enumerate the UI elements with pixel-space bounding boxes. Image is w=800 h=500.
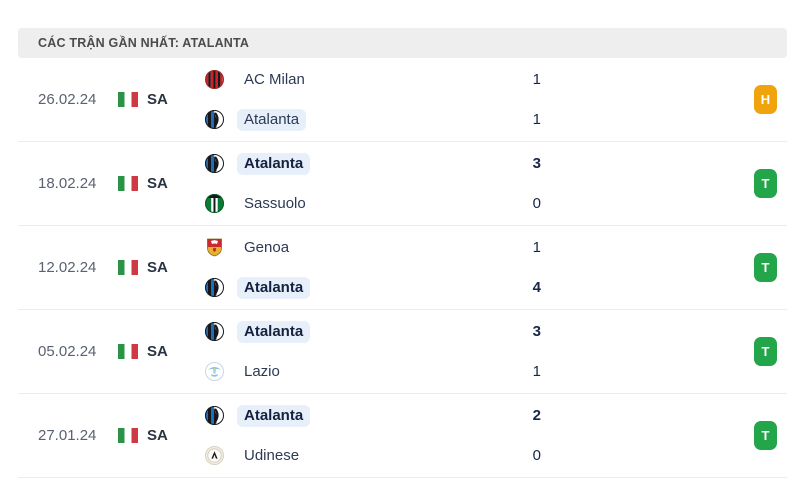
atalanta-logo xyxy=(205,406,224,425)
league-block: SA xyxy=(118,259,205,276)
atalanta-logo xyxy=(205,322,224,341)
result-badge-win[interactable]: T xyxy=(754,169,777,198)
league-code: SA xyxy=(147,259,168,276)
home-score: 1 xyxy=(532,71,541,88)
match-date: 05.02.24 xyxy=(38,343,97,360)
league-block: SA xyxy=(118,343,205,360)
away-score: 4 xyxy=(532,279,541,296)
home-score: 1 xyxy=(532,239,541,256)
italy-flag-icon xyxy=(118,344,138,359)
league-block: SA xyxy=(118,175,205,192)
result-badge-win[interactable]: T xyxy=(754,421,777,450)
italy-flag-icon xyxy=(118,260,138,275)
away-team-line[interactable]: Sassuolo 0 xyxy=(205,191,541,217)
home-team-line[interactable]: Genoa 1 xyxy=(205,235,541,261)
match-row[interactable]: 18.02.24 SA Atalanta 3 Sassuolo 0 T xyxy=(18,142,787,226)
home-team-line[interactable]: Atalanta 3 xyxy=(205,151,541,177)
match-date: 27.01.24 xyxy=(38,427,97,444)
away-score: 0 xyxy=(532,447,541,464)
home-score: 2 xyxy=(532,407,541,424)
league-code: SA xyxy=(147,343,168,360)
league-block: SA xyxy=(118,91,205,108)
home-score: 3 xyxy=(532,155,541,172)
matchup: Atalanta 2 Udinese 0 xyxy=(205,403,541,469)
match-row[interactable]: 12.02.24 SA Genoa 1 Atalanta 4 T xyxy=(18,226,787,310)
home-team-name[interactable]: Atalanta xyxy=(237,404,311,427)
home-team-name[interactable]: Atalanta xyxy=(237,320,311,343)
away-score: 1 xyxy=(532,363,541,380)
matchup: Genoa 1 Atalanta 4 xyxy=(205,235,541,301)
away-team-line[interactable]: Atalanta 4 xyxy=(205,275,541,301)
recent-matches-card: CÁC TRẬN GẦN NHẤT: ATALANTA 26.02.24 SA … xyxy=(18,28,787,478)
section-header: CÁC TRẬN GẦN NHẤT: ATALANTA xyxy=(18,28,787,58)
matchup: AC Milan 1 Atalanta 1 xyxy=(205,67,541,133)
italy-flag-icon xyxy=(118,428,138,443)
away-team-line[interactable]: Lazio 1 xyxy=(205,359,541,385)
ac-milan-logo xyxy=(205,70,224,89)
league-block: SA xyxy=(118,427,205,444)
away-team-line[interactable]: Udinese 0 xyxy=(205,443,541,469)
result-badge-win[interactable]: T xyxy=(754,253,777,282)
home-team-name[interactable]: Genoa xyxy=(244,239,290,256)
genoa-logo xyxy=(207,238,222,257)
league-code: SA xyxy=(147,427,168,444)
away-team-name[interactable]: Udinese xyxy=(244,447,300,464)
match-list: 26.02.24 SA AC Milan 1 Atalanta 1 H xyxy=(18,58,787,478)
matchup: Atalanta 3 Lazio 1 xyxy=(205,319,541,385)
away-score: 0 xyxy=(532,195,541,212)
home-team-name[interactable]: AC Milan xyxy=(244,71,305,88)
atalanta-logo xyxy=(205,110,224,129)
match-date: 12.02.24 xyxy=(38,259,97,276)
match-date: 18.02.24 xyxy=(38,175,97,192)
match-row[interactable]: 05.02.24 SA Atalanta 3 Lazio 1 T xyxy=(18,310,787,394)
home-team-name[interactable]: Atalanta xyxy=(237,152,311,175)
section-title: CÁC TRẬN GẦN NHẤT: ATALANTA xyxy=(38,36,250,50)
atalanta-logo xyxy=(205,278,224,297)
away-team-line[interactable]: Atalanta 1 xyxy=(205,107,541,133)
match-row[interactable]: 27.01.24 SA Atalanta 2 Udinese 0 T xyxy=(18,394,787,478)
away-team-name[interactable]: Lazio xyxy=(244,363,280,380)
udinese-logo xyxy=(205,446,224,465)
lazio-logo xyxy=(205,362,224,381)
home-team-line[interactable]: Atalanta 3 xyxy=(205,319,541,345)
match-row[interactable]: 26.02.24 SA AC Milan 1 Atalanta 1 H xyxy=(18,58,787,142)
away-team-name[interactable]: Atalanta xyxy=(237,108,307,131)
match-date: 26.02.24 xyxy=(38,91,97,108)
result-badge-win[interactable]: T xyxy=(754,337,777,366)
italy-flag-icon xyxy=(118,176,138,191)
away-team-name[interactable]: Atalanta xyxy=(237,276,311,299)
league-code: SA xyxy=(147,91,168,108)
home-team-line[interactable]: AC Milan 1 xyxy=(205,67,541,93)
away-score: 1 xyxy=(532,111,541,128)
result-badge-draw[interactable]: H xyxy=(754,85,777,114)
away-team-name[interactable]: Sassuolo xyxy=(244,195,306,212)
home-team-line[interactable]: Atalanta 2 xyxy=(205,403,541,429)
matchup: Atalanta 3 Sassuolo 0 xyxy=(205,151,541,217)
league-code: SA xyxy=(147,175,168,192)
sassuolo-logo xyxy=(205,194,224,213)
italy-flag-icon xyxy=(118,92,138,107)
home-score: 3 xyxy=(532,323,541,340)
atalanta-logo xyxy=(205,154,224,173)
